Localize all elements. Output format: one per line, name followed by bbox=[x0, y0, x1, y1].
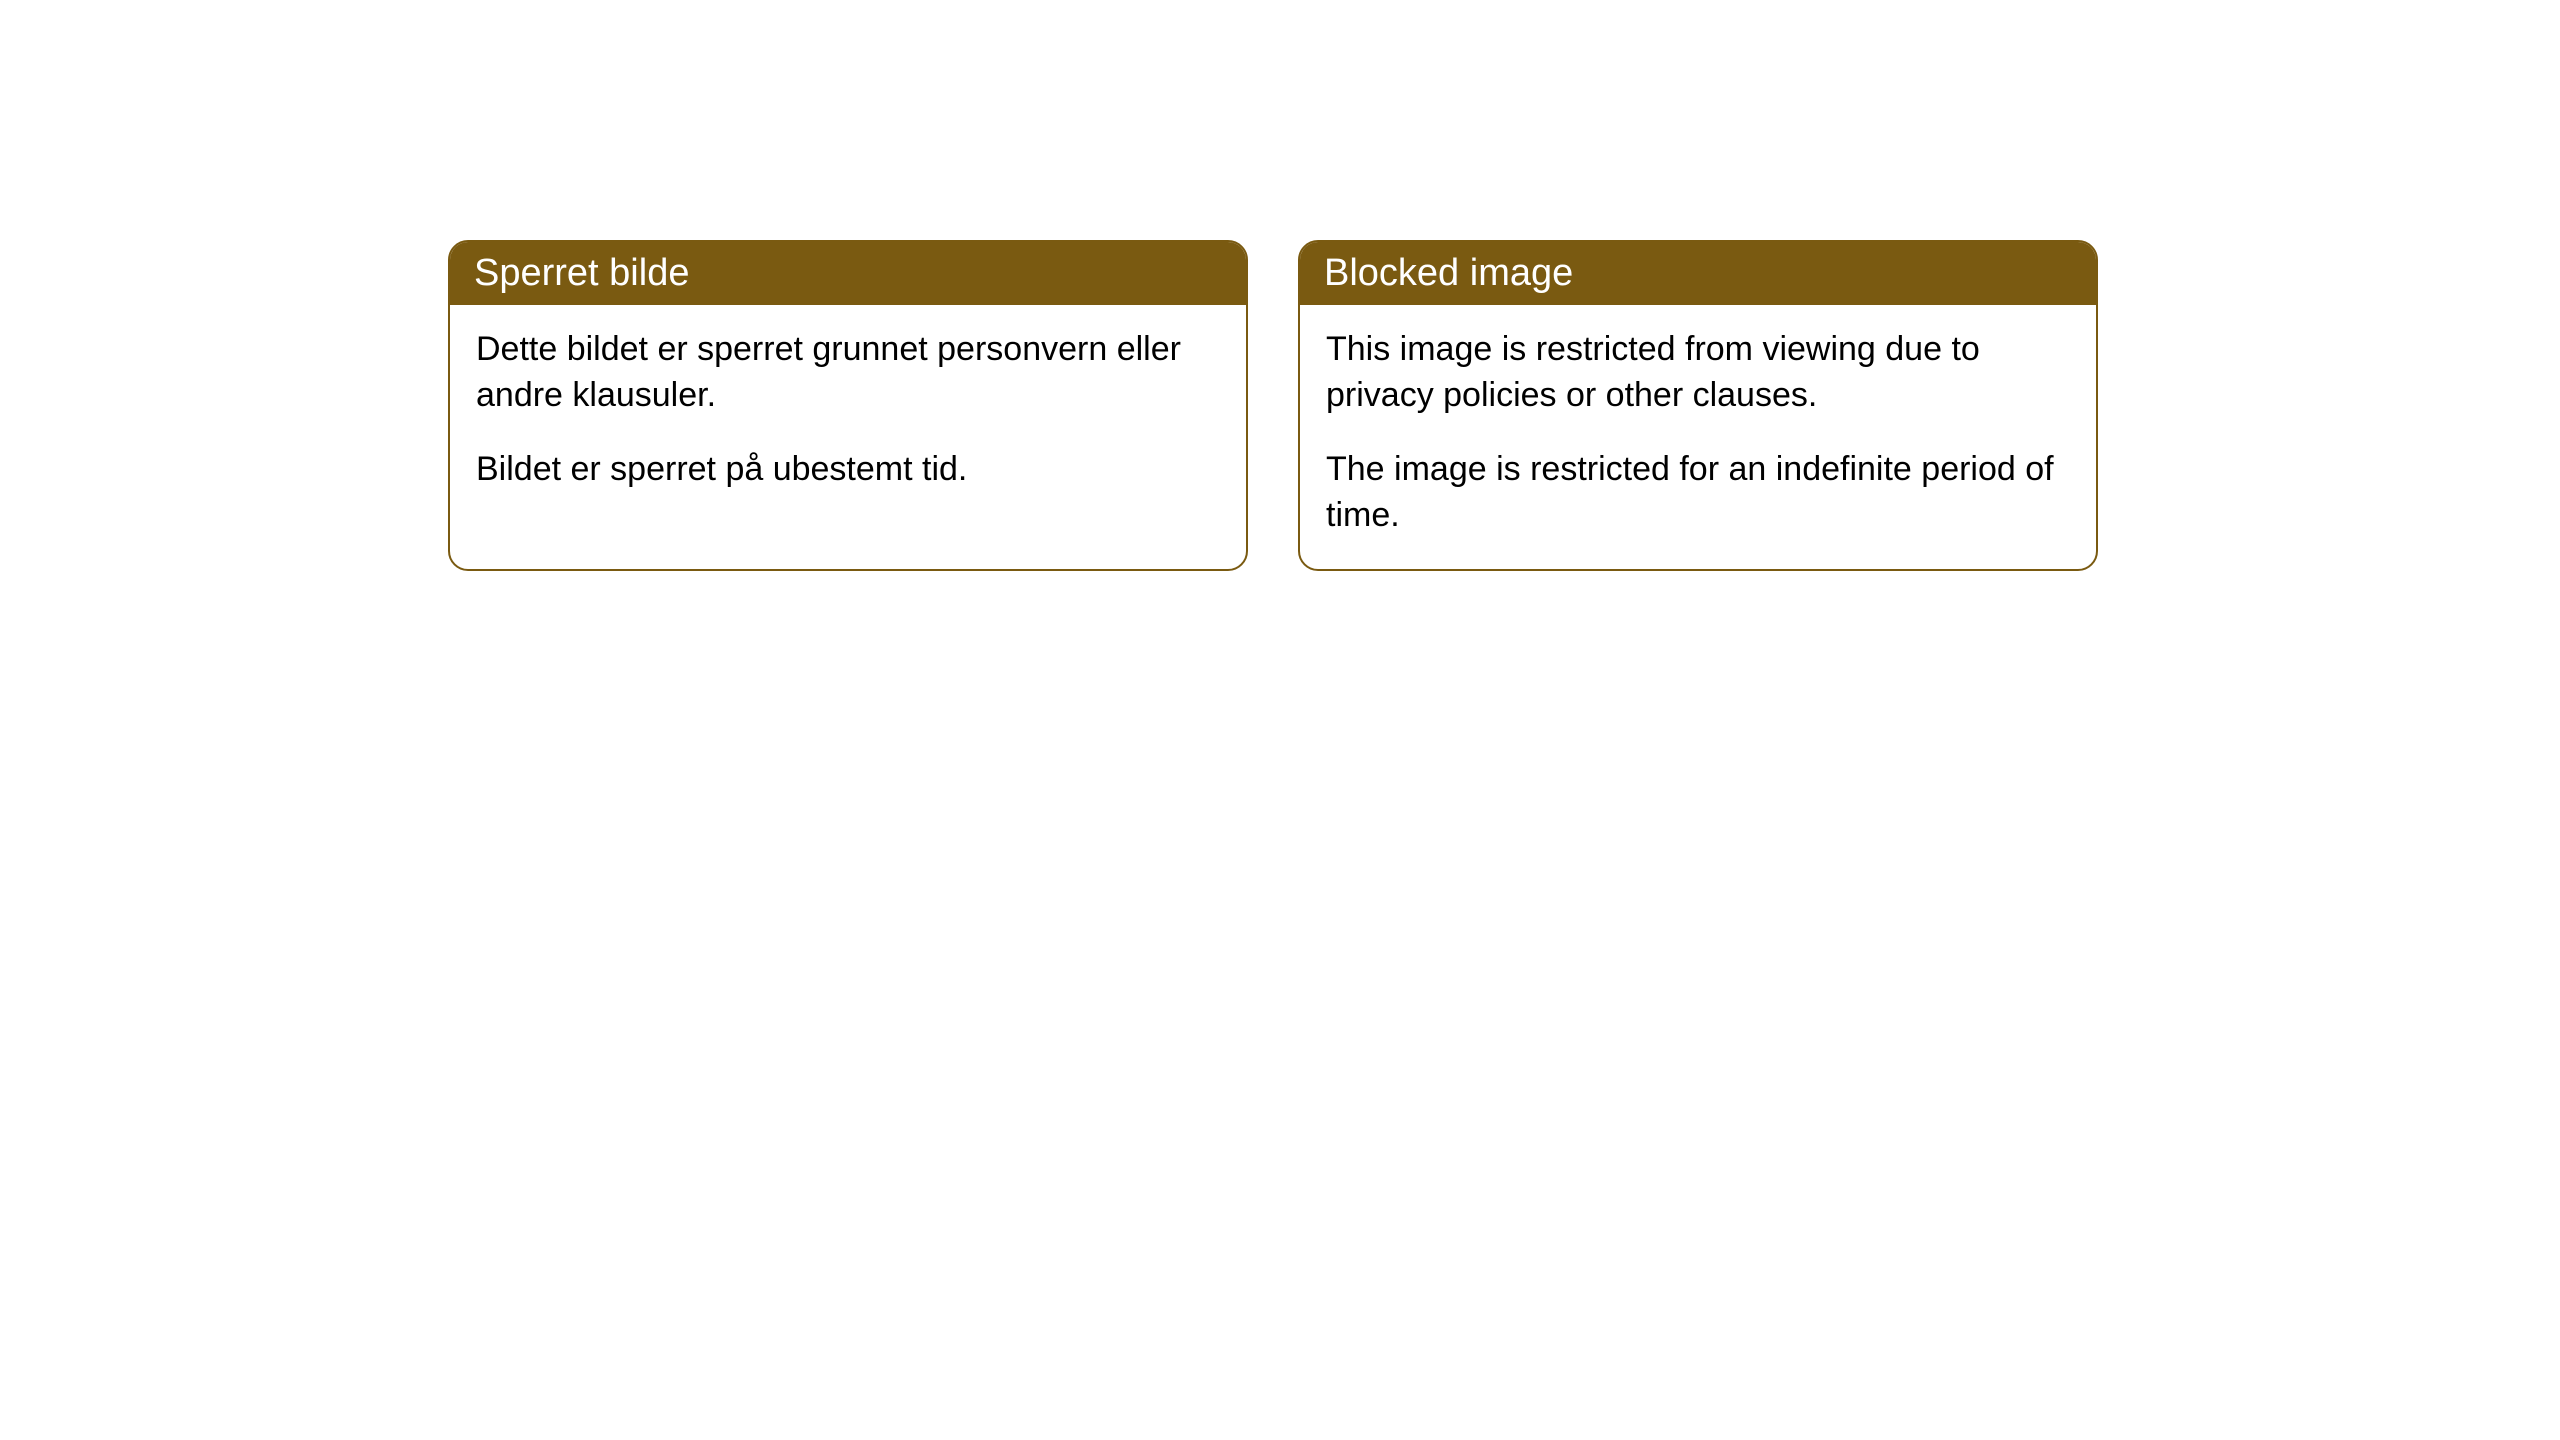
notice-body-english: This image is restricted from viewing du… bbox=[1300, 305, 2096, 569]
notice-card-english: Blocked image This image is restricted f… bbox=[1298, 240, 2098, 571]
notice-text-norwegian-2: Bildet er sperret på ubestemt tid. bbox=[476, 447, 1220, 493]
notice-body-norwegian: Dette bildet er sperret grunnet personve… bbox=[450, 305, 1246, 523]
notice-text-english-1: This image is restricted from viewing du… bbox=[1326, 327, 2070, 419]
notice-text-english-2: The image is restricted for an indefinit… bbox=[1326, 447, 2070, 539]
notice-card-norwegian: Sperret bilde Dette bildet er sperret gr… bbox=[448, 240, 1248, 571]
notice-title-english: Blocked image bbox=[1300, 242, 2096, 305]
notice-text-norwegian-1: Dette bildet er sperret grunnet personve… bbox=[476, 327, 1220, 419]
notice-title-norwegian: Sperret bilde bbox=[450, 242, 1246, 305]
notice-container: Sperret bilde Dette bildet er sperret gr… bbox=[0, 0, 2560, 571]
